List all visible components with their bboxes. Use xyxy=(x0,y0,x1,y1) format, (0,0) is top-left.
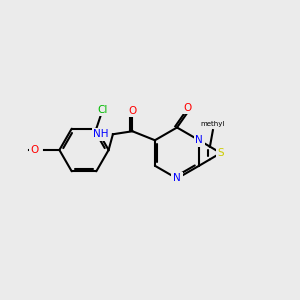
Text: O: O xyxy=(128,106,136,116)
Text: O: O xyxy=(183,103,192,113)
Text: N: N xyxy=(173,173,181,184)
Text: S: S xyxy=(218,148,224,158)
Text: NH: NH xyxy=(93,129,108,139)
Text: Cl: Cl xyxy=(97,105,107,115)
Text: methyl: methyl xyxy=(201,121,225,127)
Text: O: O xyxy=(31,145,39,155)
Text: N: N xyxy=(195,135,203,145)
